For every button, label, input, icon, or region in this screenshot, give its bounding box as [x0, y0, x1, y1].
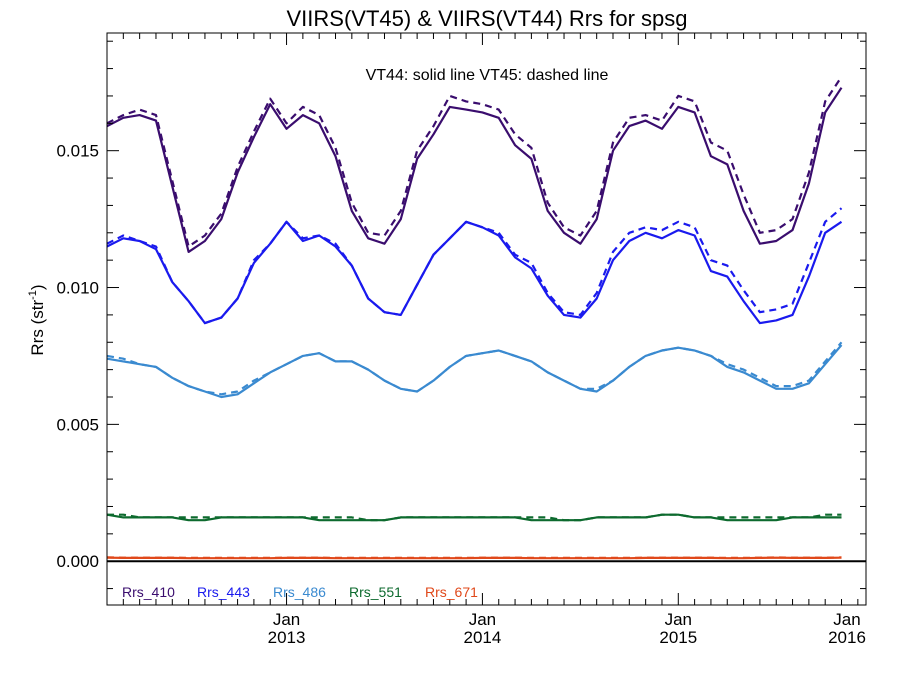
y-tick-label: 0.015: [56, 142, 99, 161]
x-tick-label-year: 2015: [659, 628, 697, 647]
series-rrs-486-vt44: [106, 344, 843, 399]
series-rrs-410-vt45: [106, 76, 843, 248]
y-axis-label-sup: -1: [27, 290, 39, 300]
x-tick-label-month: Jan: [665, 610, 692, 629]
x-tick-label-year: 2013: [268, 628, 306, 647]
y-tick-label: 0.005: [56, 415, 99, 434]
chart-title: VIIRS(VT45) & VIIRS(VT44) Rrs for spsg: [287, 6, 688, 31]
line-style-annotation: VT44: solid line VT45: dashed line: [366, 67, 609, 84]
x-tick-label-month: Jan: [273, 610, 300, 629]
series-rrs-410-vt44: [106, 87, 843, 253]
series-rrs-486-vt45: [106, 341, 843, 396]
legend: Rrs_410 Rrs_443 Rrs_486 Rrs_551 Rrs_671: [122, 584, 478, 600]
x-tick-label-month: Jan: [833, 610, 860, 629]
series-rrs-443-vt45: [106, 207, 843, 325]
legend-item-rrs-671: Rrs_671: [425, 584, 478, 600]
legend-item-rrs-486: Rrs_486: [273, 584, 326, 600]
x-tick-label-month: Jan: [469, 610, 496, 629]
x-tick-label-year: 2014: [464, 628, 502, 647]
series-rrs-551-vt45: [107, 513, 842, 522]
legend-item-rrs-410: Rrs_410: [122, 584, 175, 600]
series-rrs-671-vt45: [106, 556, 842, 559]
legend-item-rrs-551: Rrs_551: [349, 584, 402, 600]
y-axis-label-main: Rrs (str: [28, 300, 47, 356]
y-axis-label-close: ): [28, 284, 47, 290]
plot-frame: [106, 32, 867, 606]
y-tick-label: 0.010: [56, 279, 99, 298]
y-tick-label: 0.000: [56, 552, 99, 571]
x-tick-label-year: 2016: [828, 628, 866, 647]
axes: 0.0000.0050.0100.015Jan2013Jan2014Jan201…: [56, 32, 867, 647]
legend-item-rrs-443: Rrs_443: [197, 584, 250, 600]
plot-area: [106, 76, 866, 563]
y-axis-label: Rrs (str-1): [27, 284, 47, 355]
